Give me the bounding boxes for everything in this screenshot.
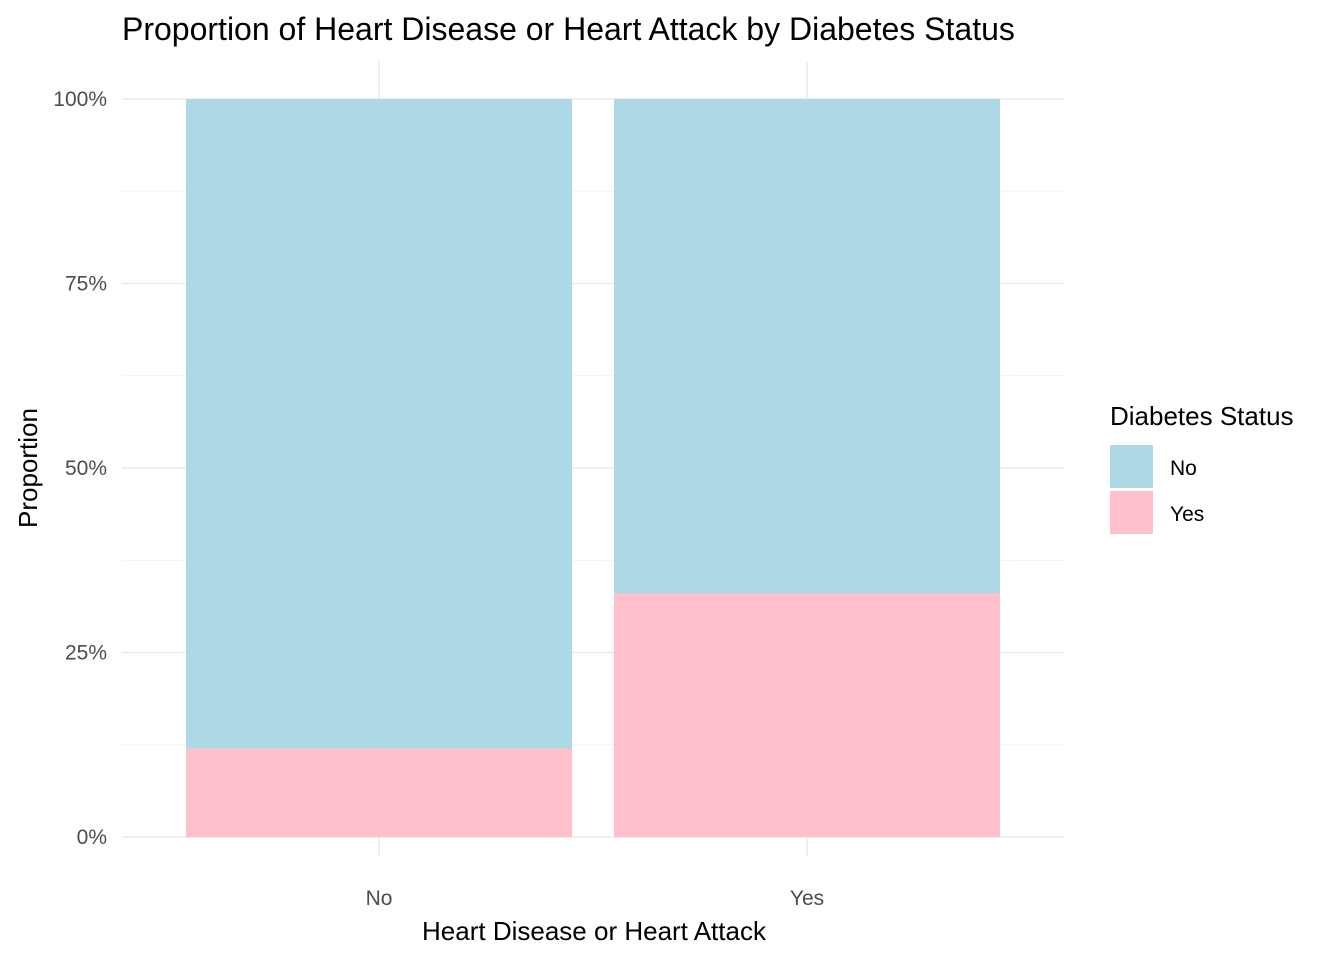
bar-no-no [186, 99, 572, 749]
legend: Diabetes Status No Yes [1110, 401, 1294, 534]
x-tick-label: No [366, 887, 393, 910]
x-axis-title: Heart Disease or Heart Attack [422, 916, 767, 946]
bar-no-yes [186, 748, 572, 837]
legend-key-no [1110, 445, 1153, 488]
x-axis-ticks: No Yes [366, 887, 825, 910]
y-axis-title: Proportion [13, 408, 43, 528]
y-axis-ticks: 0% 25% 50% 75% 100% [53, 88, 107, 849]
x-tick-label: Yes [790, 887, 824, 910]
legend-label: Yes [1170, 503, 1204, 526]
chart-title: Proportion of Heart Disease or Heart Att… [122, 11, 1015, 47]
bar-yes-no [614, 99, 1000, 594]
y-tick-label: 50% [65, 457, 107, 480]
y-tick-label: 0% [77, 826, 107, 849]
y-tick-label: 75% [65, 273, 107, 296]
legend-label: No [1170, 457, 1197, 480]
bars [186, 99, 1000, 837]
y-tick-label: 25% [65, 642, 107, 665]
legend-title: Diabetes Status [1110, 401, 1294, 431]
legend-key-yes [1110, 491, 1153, 534]
bar-yes-yes [614, 593, 1000, 837]
y-tick-label: 100% [53, 88, 107, 111]
